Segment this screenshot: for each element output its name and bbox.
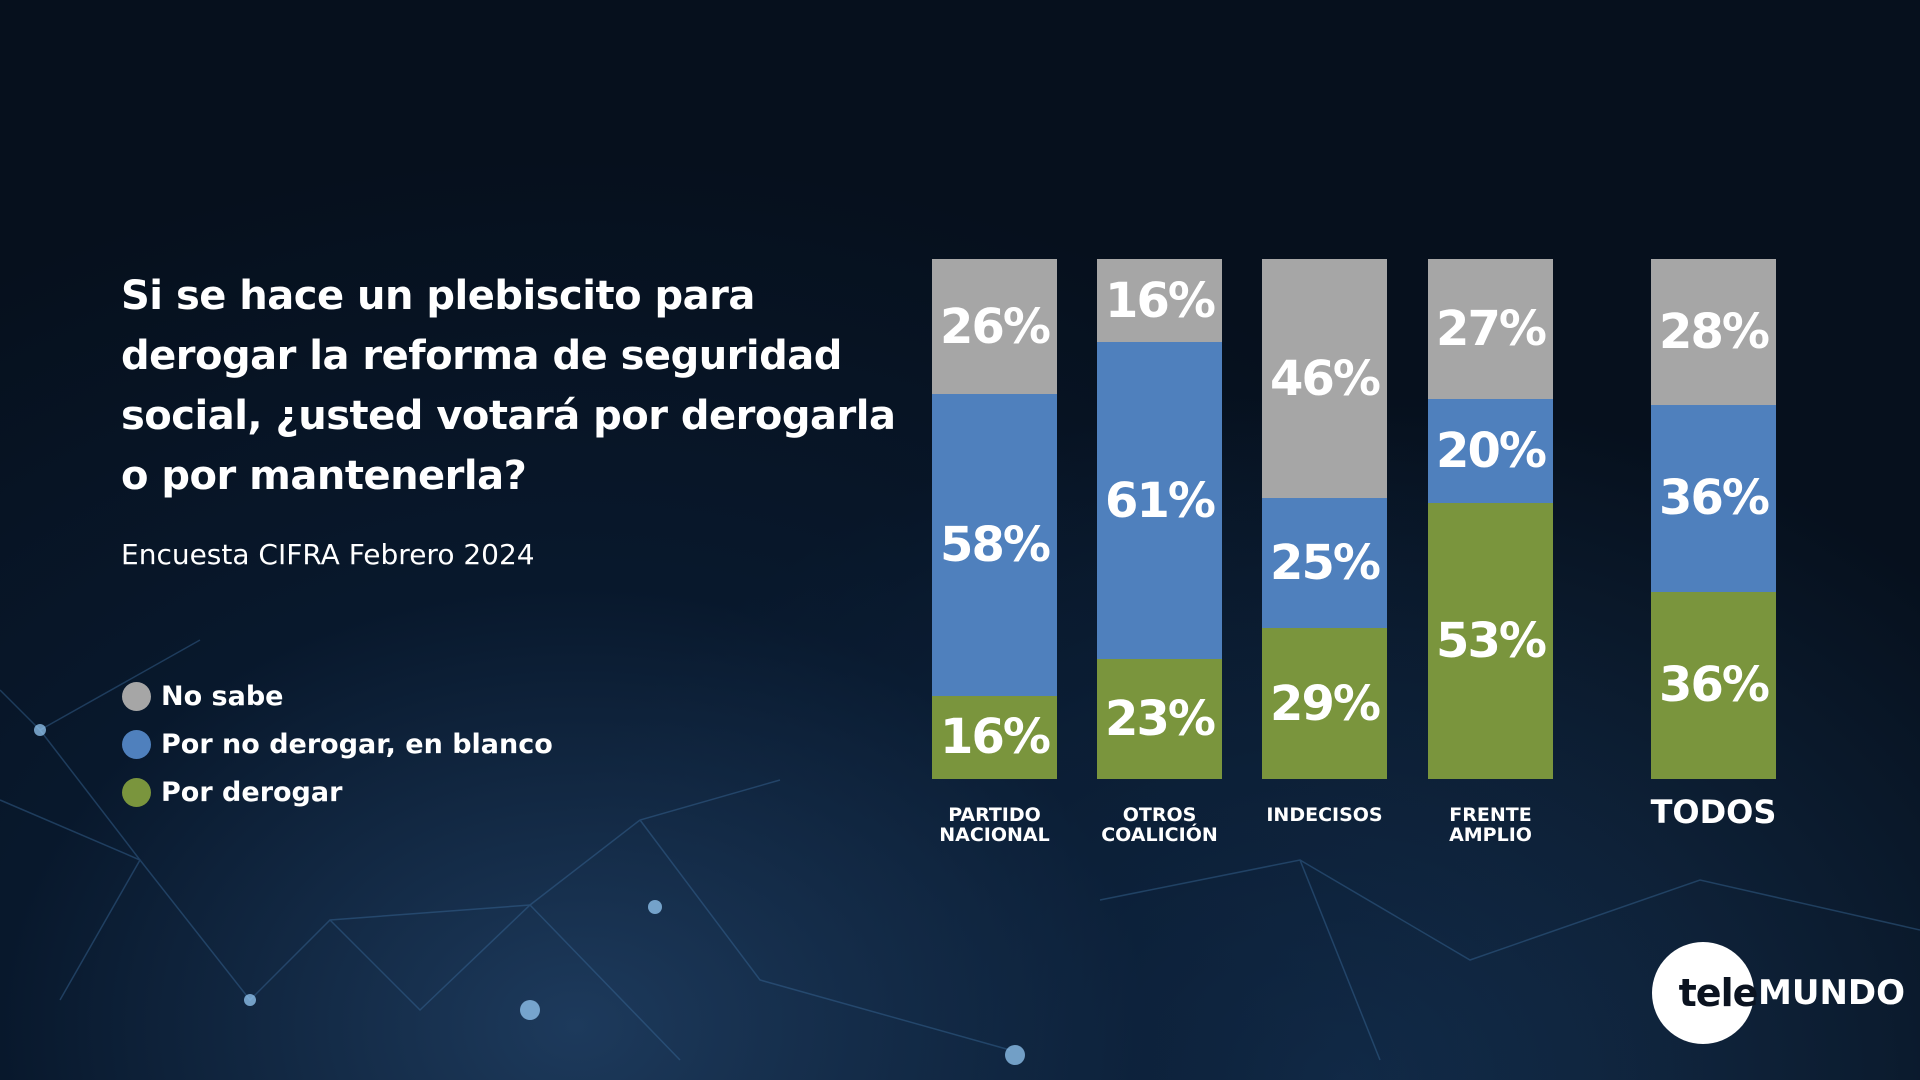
chart-title: Si se hace un plebiscito para derogar la… <box>121 273 896 499</box>
logo-circle: tele <box>1652 942 1758 1044</box>
bar-segment: 23% <box>1097 659 1222 779</box>
bar-segment: 20% <box>1428 399 1553 504</box>
bar-segment: 36% <box>1651 591 1776 779</box>
legend-label: Por derogar <box>161 776 343 808</box>
bar-segment: 16% <box>1097 259 1222 343</box>
bar-segment: 16% <box>932 695 1057 779</box>
legend-label: Por no derogar, en blanco <box>161 728 553 760</box>
legend-label: No sabe <box>161 680 284 712</box>
bar-segment: 25% <box>1262 498 1387 629</box>
category-label: PARTIDO NACIONAL <box>939 804 1050 846</box>
bar-segment: 27% <box>1428 259 1553 400</box>
bar-segment: 61% <box>1097 342 1222 660</box>
legend-item-no-sabe: No sabe <box>122 672 553 720</box>
legend-item-no-derogar: Por no derogar, en blanco <box>122 720 553 768</box>
bar-segment: 53% <box>1428 503 1553 779</box>
logo-mundo: MUNDO <box>1758 973 1906 1013</box>
legend-swatch <box>122 681 151 711</box>
legend-item-derogar: Por derogar <box>122 768 553 816</box>
bar-segment: 46% <box>1262 259 1387 499</box>
legend: No sabe Por no derogar, en blanco Por de… <box>122 672 553 816</box>
category-label: TODOS <box>1650 793 1777 831</box>
telemundo-logo: tele MUNDO <box>1652 942 1905 1044</box>
category-label: FRENTE AMPLIO <box>1449 804 1532 846</box>
bar-segment: 29% <box>1262 628 1387 779</box>
bar-segment: 28% <box>1651 259 1776 405</box>
category-label: INDECISOS <box>1266 804 1383 826</box>
legend-swatch <box>122 729 151 759</box>
category-label: OTROS COALICIÓN <box>1101 804 1218 846</box>
bar-segment: 58% <box>932 394 1057 696</box>
logo-tele: tele <box>1678 971 1759 1015</box>
legend-swatch <box>122 777 151 807</box>
bar-segment: 26% <box>932 259 1057 395</box>
bar-segment: 36% <box>1651 404 1776 592</box>
chart-subtitle: Encuesta CIFRA Febrero 2024 <box>121 538 535 571</box>
